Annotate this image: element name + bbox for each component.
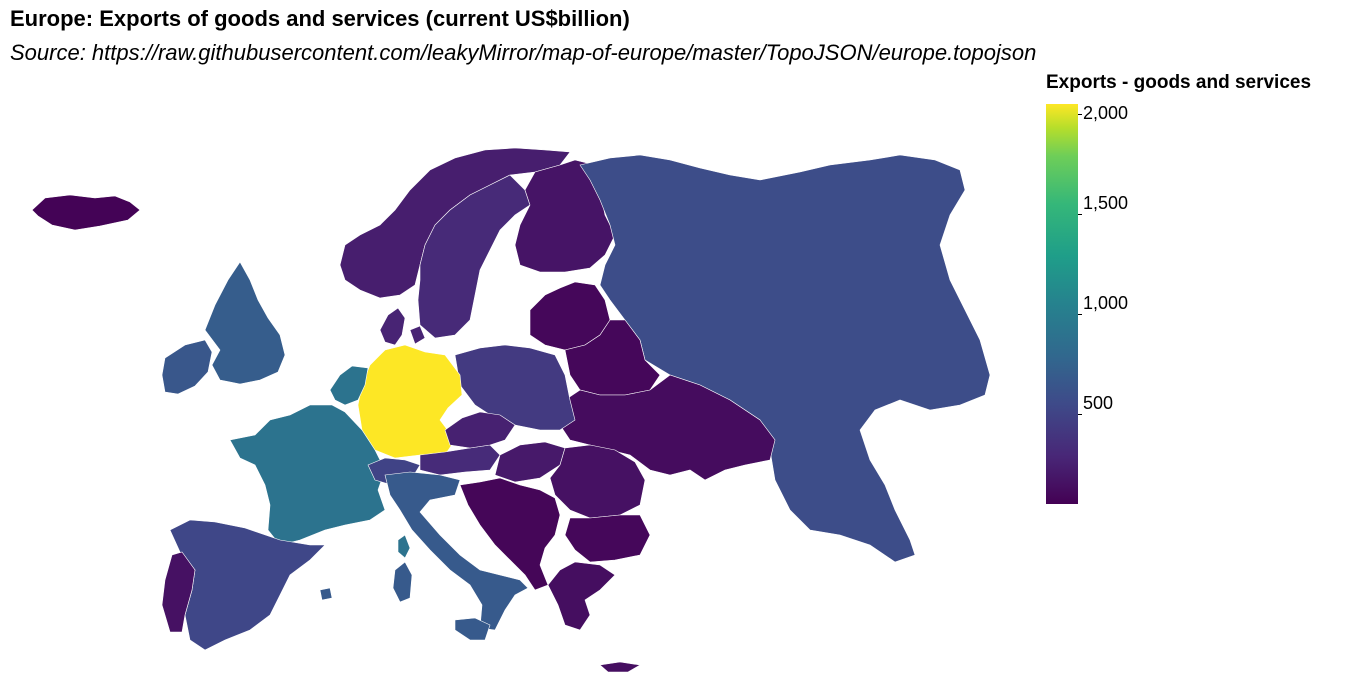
legend-title: Exports - goods and services <box>1046 72 1312 93</box>
region-balkans[interactable] <box>459 477 561 591</box>
region-iceland[interactable] <box>31 194 141 231</box>
region-finland[interactable] <box>514 159 616 273</box>
chart-title: Europe: Exports of goods and services (c… <box>10 6 630 31</box>
region-portugal[interactable] <box>161 551 196 633</box>
region-bulgaria[interactable] <box>564 514 651 563</box>
region-corsica[interactable] <box>397 534 411 559</box>
legend-tick-mark <box>1078 414 1082 415</box>
region-sicily-small[interactable] <box>319 587 333 601</box>
legend-tick-500: 500 <box>1083 393 1114 413</box>
region-czechia[interactable] <box>444 411 516 449</box>
region-sardinia[interactable] <box>392 561 413 603</box>
region-poland[interactable] <box>454 344 576 431</box>
region-italy[interactable] <box>384 471 529 631</box>
region-romania[interactable] <box>549 444 646 519</box>
region-denmark[interactable] <box>379 307 426 346</box>
legend-tick-mark <box>1078 214 1082 215</box>
region-austria[interactable] <box>419 444 501 476</box>
legend-tick-1000: 1,000 <box>1083 293 1129 313</box>
region-greece[interactable] <box>547 561 641 673</box>
legend-tick-mark <box>1078 114 1082 115</box>
region-france[interactable] <box>229 404 386 546</box>
europe-map <box>31 147 991 673</box>
legend-tick-1500: 1,500 <box>1083 193 1129 213</box>
chart-subtitle: Source: https://raw.githubusercontent.co… <box>10 40 1037 65</box>
region-netherlands[interactable] <box>329 365 369 406</box>
region-united-kingdom[interactable] <box>204 261 286 385</box>
region-sweden[interactable] <box>417 174 531 339</box>
legend-color-bar <box>1046 104 1078 504</box>
region-germany[interactable] <box>357 344 463 459</box>
legend-tick-mark <box>1078 314 1082 315</box>
region-ireland[interactable] <box>161 339 213 395</box>
legend-tick-2000: 2,000 <box>1083 103 1129 123</box>
region-sicily[interactable] <box>454 617 491 641</box>
